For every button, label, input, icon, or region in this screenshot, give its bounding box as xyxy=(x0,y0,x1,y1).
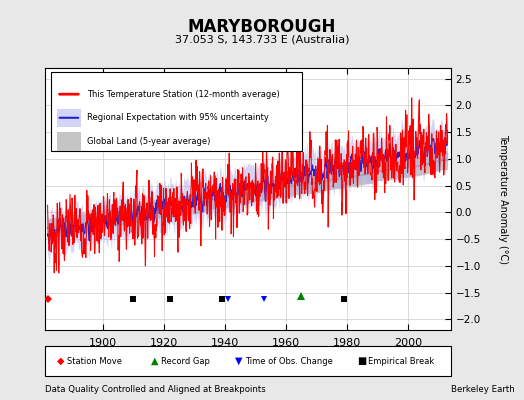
Text: Regional Expectation with 95% uncertainty: Regional Expectation with 95% uncertaint… xyxy=(87,113,269,122)
Text: Empirical Break: Empirical Break xyxy=(368,356,434,366)
Text: 1920: 1920 xyxy=(149,338,178,348)
Text: 1940: 1940 xyxy=(211,338,239,348)
Bar xyxy=(51,72,302,150)
Text: ◆: ◆ xyxy=(57,356,64,366)
Text: This Temperature Station (12-month average): This Temperature Station (12-month avera… xyxy=(87,90,280,99)
Text: 37.053 S, 143.733 E (Australia): 37.053 S, 143.733 E (Australia) xyxy=(174,34,350,44)
Bar xyxy=(57,132,81,150)
Text: Global Land (5-year average): Global Land (5-year average) xyxy=(87,137,211,146)
Text: Berkeley Earth: Berkeley Earth xyxy=(451,386,515,394)
Text: 2000: 2000 xyxy=(394,338,422,348)
Text: Record Gap: Record Gap xyxy=(161,356,210,366)
Text: Time of Obs. Change: Time of Obs. Change xyxy=(245,356,333,366)
Y-axis label: Temperature Anomaly (°C): Temperature Anomaly (°C) xyxy=(498,134,508,264)
Text: ■: ■ xyxy=(357,356,366,366)
Text: 1900: 1900 xyxy=(89,338,117,348)
Text: MARYBOROUGH: MARYBOROUGH xyxy=(188,18,336,36)
Bar xyxy=(57,109,81,127)
Text: ▲: ▲ xyxy=(151,356,158,366)
Text: Station Move: Station Move xyxy=(67,356,122,366)
Text: 1980: 1980 xyxy=(333,338,361,348)
Text: Data Quality Controlled and Aligned at Breakpoints: Data Quality Controlled and Aligned at B… xyxy=(45,386,265,394)
Text: 1960: 1960 xyxy=(272,338,300,348)
Text: ▼: ▼ xyxy=(235,356,242,366)
